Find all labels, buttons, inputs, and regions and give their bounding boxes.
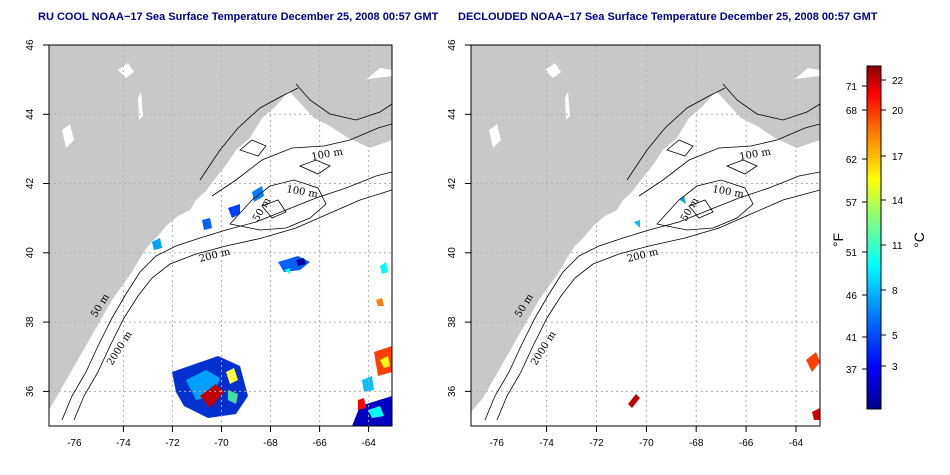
map-frame [48, 44, 393, 427]
left-panel-title: RU COOL NOAA−17 Sea Surface Temperature … [38, 11, 439, 23]
graticule [471, 45, 820, 426]
lat-tick-label: 42 [25, 178, 36, 190]
celsius-tick: 11 [892, 241, 903, 252]
lon-tick-label: -70 [639, 438, 654, 449]
lat-tick-label: 42 [447, 178, 458, 190]
fahrenheit-tick: 46 [846, 291, 858, 302]
land-mass [471, 45, 820, 412]
colorbar-gradient [866, 65, 882, 410]
map-frame [470, 44, 821, 427]
celsius-tick: 14 [892, 196, 904, 207]
lon-tick-label: -66 [312, 438, 327, 449]
celsius-tick: 20 [892, 106, 904, 117]
celsius-unit-label: °C [911, 232, 927, 248]
longitude-axis [546, 426, 797, 432]
celsius-tick: 3 [892, 362, 898, 373]
land-mass [49, 45, 392, 410]
celsius-tick: 17 [892, 152, 904, 163]
temperature-colorbar: 71 68 62 57 51 46 41 37 22 20 17 14 11 8… [830, 65, 927, 410]
graticule [49, 45, 392, 426]
lat-tick-label: 38 [447, 316, 458, 328]
lon-tick-label: -68 [689, 438, 704, 449]
sst-patch [628, 394, 640, 408]
lat-tick-label: 44 [25, 108, 36, 120]
right-panel-title: DECLOUDED NOAA−17 Sea Surface Temperatur… [458, 11, 878, 23]
lon-tick-label: -74 [116, 438, 131, 449]
celsius-tick: 8 [892, 286, 898, 297]
fahrenheit-tick: 37 [846, 365, 858, 376]
fahrenheit-tick: 62 [846, 155, 858, 166]
lon-tick-label: -76 [489, 438, 504, 449]
fahrenheit-tick: 57 [846, 198, 858, 209]
lat-tick-label: 44 [447, 108, 458, 120]
right-map-panel: 100 m 100 m 50 m 200 m 50 m 2000 m -76 -… [447, 39, 821, 449]
lat-tick-label: 40 [25, 247, 36, 259]
fahrenheit-tick: 71 [846, 82, 858, 93]
latitude-axis [465, 44, 471, 392]
lon-tick-label: -72 [589, 438, 604, 449]
lon-tick-label: -74 [539, 438, 554, 449]
lon-tick-label: -70 [214, 438, 229, 449]
lat-tick-label: 38 [25, 316, 36, 328]
left-map-panel: 100 m 100 m 50 m 200 m 50 m 2000 m -76 -… [25, 39, 393, 449]
lon-tick-label: -68 [263, 438, 278, 449]
lon-tick-label: -64 [361, 438, 376, 449]
lon-tick-label: -72 [165, 438, 180, 449]
lat-tick-label: 36 [447, 385, 458, 397]
celsius-tick: 5 [892, 331, 898, 342]
lat-tick-label: 36 [25, 385, 36, 397]
lat-tick-label: 40 [447, 247, 458, 259]
lat-tick-label: 46 [447, 39, 458, 51]
lon-tick-label: -76 [67, 438, 82, 449]
fahrenheit-tick: 41 [846, 333, 858, 344]
fahrenheit-tick: 68 [846, 106, 858, 117]
bathymetry-contours [484, 83, 820, 421]
longitude-axis [122, 426, 370, 432]
fahrenheit-tick: 51 [846, 248, 858, 259]
latitude-axis [43, 44, 49, 392]
celsius-tick: 22 [892, 76, 904, 87]
fahrenheit-unit-label: °F [830, 233, 846, 247]
lat-tick-label: 46 [25, 39, 36, 51]
lon-tick-label: -66 [739, 438, 754, 449]
bathymetry-contours [61, 83, 392, 421]
lon-tick-label: -64 [789, 438, 804, 449]
